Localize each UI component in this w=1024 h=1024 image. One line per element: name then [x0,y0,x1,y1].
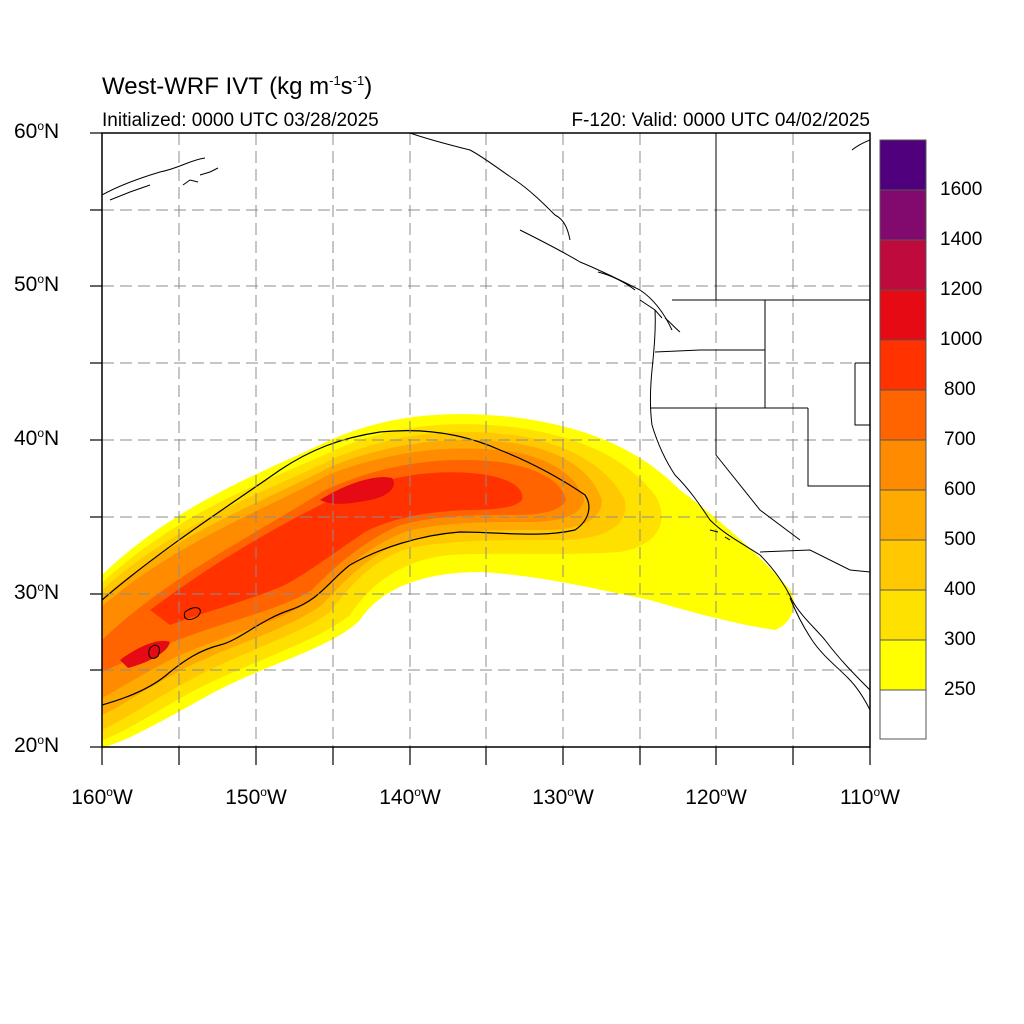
colorbar-cell-600 [880,440,926,490]
valid-time: F-120: Valid: 0000 UTC 04/02/2025 [571,110,870,131]
border-ca-nv [715,408,801,541]
coast-channel-islands [709,529,731,541]
colorbar-label-700: 700 [944,429,976,450]
colorbar-cell-1400 [880,190,926,240]
colorbar-label-800: 800 [944,379,976,400]
colorbar-label-1600: 1600 [940,179,983,200]
coast-alaska-gulf [409,133,571,241]
colorbar-cell-250 [880,640,926,690]
colorbar-cell-500 [880,490,926,540]
initialized-time: Initialized: 0000 UTC 03/28/2025 [102,110,379,131]
colorbar-label-400: 400 [944,579,976,600]
ivt-shading [102,414,795,747]
ivt-800-region [150,472,523,625]
border-mexico [759,549,870,573]
ivt-1000-core [320,477,394,504]
colorbar-label-600: 600 [944,479,976,500]
map-title: West-WRF IVT (kg m-1s-1) [102,73,373,100]
colorbar-label-1400: 1400 [940,229,983,250]
lat-label-20n: 20oN [14,733,60,757]
lon-label-160w: 160oW [71,785,133,809]
lon-label-110w: 110oW [840,785,900,809]
colorbar-cell-1200 [880,240,926,290]
lat-label-30n: 30oN [14,580,60,604]
coast-vancouver-island [664,317,681,333]
ivt-contour-line [102,429,590,706]
colorbar-border [879,139,927,740]
colorbar-label-300: 300 [944,629,976,650]
colorbar [879,139,927,740]
coast-top-right [851,139,870,151]
ivt-contour-small-2 [183,607,201,620]
coast-alaska-islands [182,167,219,186]
ivt-contour-small [148,644,160,659]
colorbar-label-1200: 1200 [940,279,983,300]
colorbar-cell-1000 [880,290,926,340]
colorbar-cell-400 [880,540,926,590]
colorbar-label-500: 500 [944,529,976,550]
axis-ticks [90,132,871,765]
lon-label-120w: 120oW [685,785,747,809]
colorbar-cell-300 [880,590,926,640]
coast-us-west [650,309,870,691]
coast-bc [519,229,673,331]
ivt-700-region [102,459,566,672]
lat-label-60n: 60oN [14,119,60,143]
colorbar-label-1000: 1000 [940,329,983,350]
lat-label-50n: 50oN [14,272,60,296]
colorbar-label-250: 250 [944,679,976,700]
lon-label-130w: 130oW [532,785,594,809]
coast-baja [789,597,870,711]
lat-label-40n: 40oN [14,426,60,450]
ivt-1000-core-west [120,640,170,668]
colorbar-cell-below-250 [879,689,927,740]
lon-label-150w: 150oW [225,785,287,809]
border-wa-or [654,349,765,353]
graticule [102,133,870,747]
lon-label-140w: 140oW [379,785,441,809]
border-az [807,408,870,487]
colorbar-cell-800 [880,340,926,390]
colorbar-cell-700 [880,390,926,440]
coastlines [102,133,870,711]
coast-alaska-west [102,157,206,201]
colorbar-cell-1600 [880,140,926,190]
border-ut-nm [854,362,870,426]
